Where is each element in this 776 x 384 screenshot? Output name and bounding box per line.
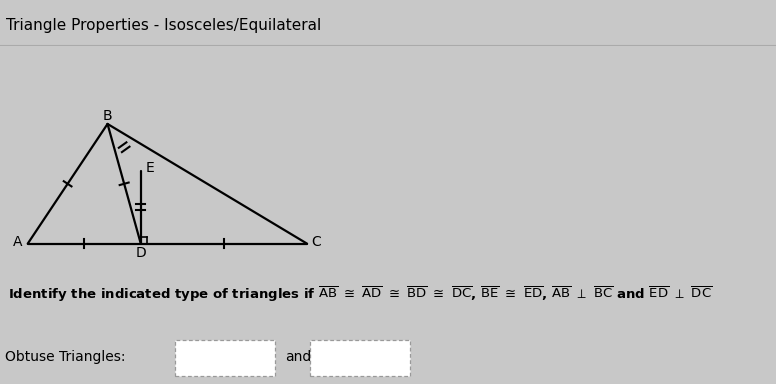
- Text: and: and: [285, 350, 311, 364]
- Text: A: A: [13, 235, 23, 249]
- Text: E: E: [146, 161, 154, 175]
- Text: Obtuse Triangles:: Obtuse Triangles:: [5, 350, 126, 364]
- FancyBboxPatch shape: [310, 340, 410, 376]
- Text: B: B: [102, 109, 113, 123]
- Text: C: C: [311, 235, 321, 249]
- Text: Triangle Properties - Isosceles/Equilateral: Triangle Properties - Isosceles/Equilate…: [6, 18, 321, 33]
- Text: Identify the indicated type of triangles if $\overline{\rm AB}$ $\cong$ $\overli: Identify the indicated type of triangles…: [8, 285, 712, 304]
- FancyBboxPatch shape: [175, 340, 275, 376]
- Text: D: D: [136, 246, 146, 260]
